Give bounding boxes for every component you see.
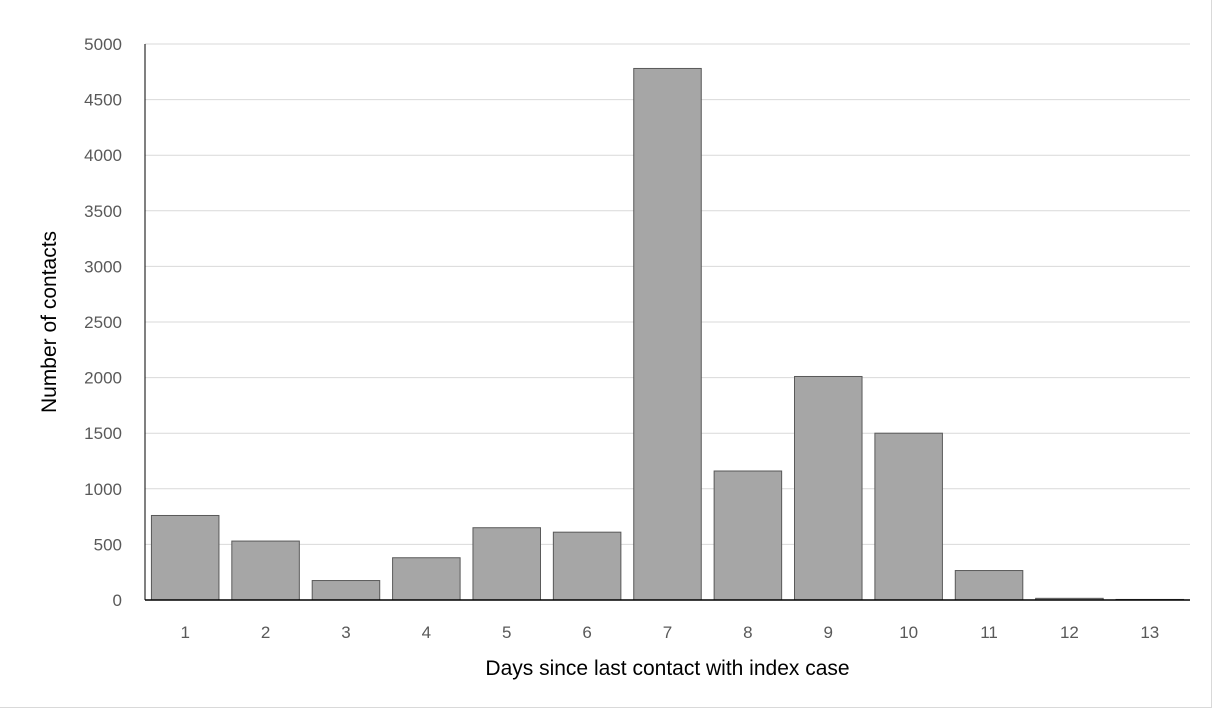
- x-tick-label: 6: [582, 623, 591, 642]
- x-tick-label: 11: [980, 623, 998, 642]
- y-tick-label: 1500: [84, 424, 122, 443]
- x-tick-label: 13: [1140, 623, 1159, 642]
- y-tick-label: 4000: [84, 146, 122, 165]
- x-tick-label: 4: [422, 623, 431, 642]
- bar-day-7: [633, 67, 702, 601]
- x-tick-label: 12: [1060, 623, 1079, 642]
- y-axis-title: Number of contacts: [38, 231, 61, 413]
- bar-day-9: [794, 375, 863, 601]
- x-tick-label: 2: [261, 623, 270, 642]
- x-tick-label: 8: [743, 623, 752, 642]
- bar-day-1: [150, 514, 220, 601]
- bar-day-10: [874, 432, 943, 601]
- x-tick-label: 3: [341, 623, 350, 642]
- y-tick-label: 500: [94, 535, 122, 554]
- bar-day-5: [472, 527, 541, 601]
- y-tick-label: 3000: [84, 257, 122, 276]
- x-tick-label: 1: [180, 623, 189, 642]
- bars: [150, 67, 1185, 601]
- y-tick-label: 5000: [84, 35, 122, 54]
- bar-day-11: [954, 570, 1024, 601]
- x-tick-label: 9: [824, 623, 833, 642]
- bar-day-6: [552, 531, 622, 601]
- x-tick-label: 7: [663, 623, 672, 642]
- y-tick-label: 4500: [84, 91, 122, 110]
- y-tick-label: 2500: [84, 313, 122, 332]
- x-tick-label: 5: [502, 623, 511, 642]
- y-tick-labels: 0 500 1000 1500 2000 2500 3000 3500 4000 4500 5000: [84, 35, 122, 610]
- y-tick-label: 1000: [84, 480, 122, 499]
- y-tick-label: 3500: [84, 202, 122, 221]
- bar-day-4: [392, 557, 461, 601]
- x-axis-title: Days since last contact with index case: [485, 657, 849, 680]
- bar-day-2: [231, 540, 300, 601]
- bar-day-8: [713, 470, 783, 601]
- x-tick-labels: 1 2 3 4 5 6 7 8 9 10 11 12 13: [180, 623, 1159, 642]
- bar-day-3: [311, 580, 381, 601]
- x-tick-label: 10: [899, 623, 918, 642]
- y-tick-label: 0: [113, 591, 122, 610]
- y-tick-label: 2000: [84, 369, 122, 388]
